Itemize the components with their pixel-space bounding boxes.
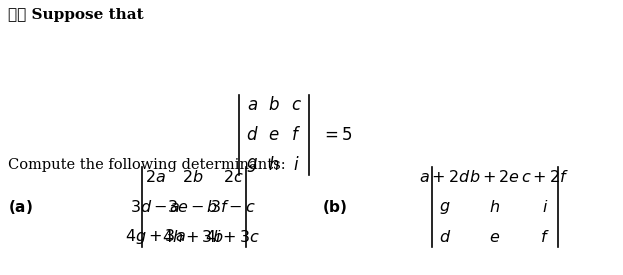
Text: $e$: $e$ — [269, 126, 280, 144]
Text: $e$: $e$ — [490, 229, 500, 246]
Text: Compute the following determinants:: Compute the following determinants: — [8, 158, 285, 172]
Text: $h$: $h$ — [490, 199, 500, 216]
Text: $a$: $a$ — [247, 97, 258, 114]
Text: $\mathbf{(b)}$: $\mathbf{(b)}$ — [322, 198, 348, 216]
Text: $4g+3a$: $4g+3a$ — [125, 227, 186, 246]
Text: $d$: $d$ — [439, 229, 451, 246]
Text: $4h+3b$: $4h+3b$ — [162, 229, 224, 246]
Text: $b+2e$: $b+2e$ — [470, 169, 521, 186]
Text: $g$: $g$ — [246, 156, 258, 174]
Text: $h$: $h$ — [269, 156, 280, 174]
Text: $d$: $d$ — [246, 126, 259, 144]
Text: $a+2d$: $a+2d$ — [419, 169, 471, 186]
Text: $c+2f$: $c+2f$ — [521, 169, 569, 186]
Text: $f$: $f$ — [291, 126, 301, 144]
Text: $3d-a$: $3d-a$ — [130, 199, 181, 216]
Text: $2a$: $2a$ — [145, 169, 166, 186]
Text: $2b$: $2b$ — [182, 169, 204, 186]
Text: $\mathbf{(a)}$: $\mathbf{(a)}$ — [8, 198, 33, 216]
Text: $= 5$: $= 5$ — [321, 126, 353, 144]
Text: $b$: $b$ — [269, 96, 280, 114]
Text: $3e-b$: $3e-b$ — [168, 199, 219, 216]
Text: $i$: $i$ — [542, 199, 548, 216]
Text: $c$: $c$ — [291, 97, 302, 114]
Text: $3f-c$: $3f-c$ — [210, 199, 256, 216]
Text: $g$: $g$ — [439, 199, 451, 216]
Text: ✓✓ Suppose that: ✓✓ Suppose that — [8, 8, 144, 22]
Text: $i$: $i$ — [293, 156, 300, 174]
Text: $2c$: $2c$ — [222, 169, 244, 186]
Text: $4i+3c$: $4i+3c$ — [206, 229, 260, 246]
Text: $f$: $f$ — [540, 229, 550, 246]
